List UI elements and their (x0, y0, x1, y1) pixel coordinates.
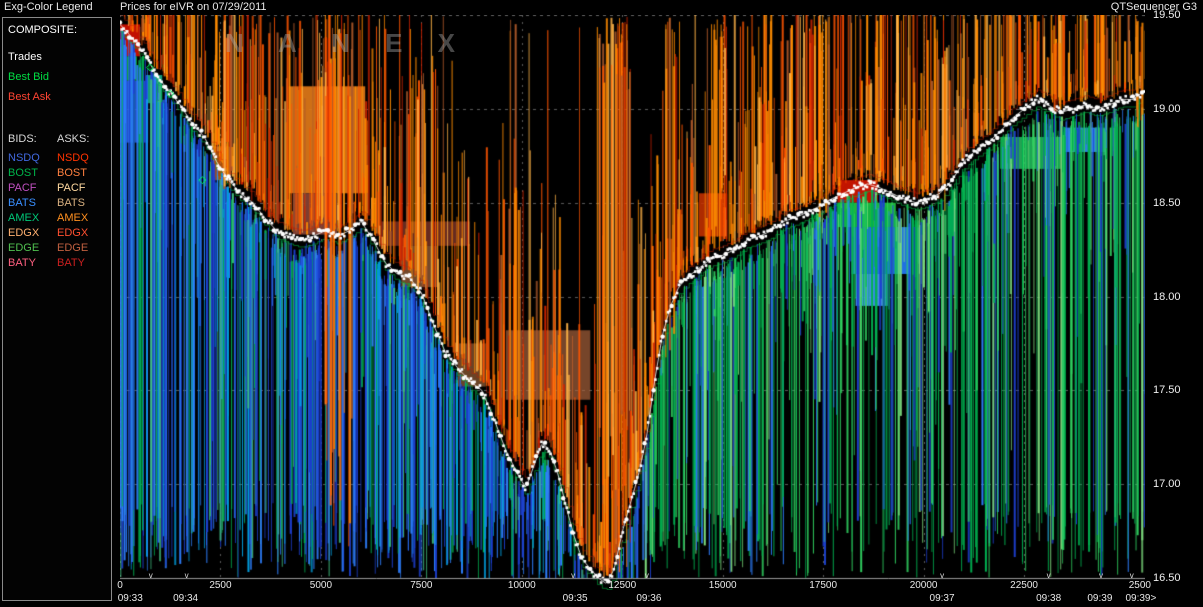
bid-exchange-label: EDGE (8, 242, 40, 254)
price-axis-label: 17.00 (1153, 478, 1181, 491)
ask-exchange-label: BATS (57, 197, 85, 209)
time-label: 09:36 (636, 593, 662, 604)
time-label: 09:34 (173, 593, 199, 604)
minute-marker-caret: v (940, 571, 945, 580)
time-label: 09:33 (117, 593, 143, 604)
minute-marker-caret: v (1098, 571, 1103, 580)
price-axis-label: 18.50 (1153, 196, 1181, 209)
time-label: 09:39 (1087, 593, 1113, 604)
tick-count-label: 0 (117, 580, 123, 591)
tick-count-label: 2500 (209, 580, 232, 591)
tick-count-label: 2500 (1128, 580, 1151, 591)
time-label: 09:38 (1036, 593, 1062, 604)
price-axis-label: 18.00 (1153, 290, 1181, 303)
exchange-row: PACF PACF (8, 181, 106, 196)
tick-count-label: 5000 (309, 580, 333, 591)
legend-window-title: Exg-Color Legend (4, 1, 93, 13)
ask-exchange-label: NSDQ (57, 152, 89, 164)
legend-item: Best Bid (8, 71, 49, 83)
bid-exchange-label: PACF (8, 182, 37, 194)
time-label: 09:39> (1125, 593, 1157, 604)
price-axis-label: 17.50 (1153, 384, 1181, 397)
price-axis-label: 16.50 (1153, 572, 1181, 584)
exchange-row: AMEX AMEX (8, 211, 106, 226)
exchange-row: EDGX EDGX (8, 226, 106, 241)
bid-exchange-label: BATY (8, 257, 36, 269)
ask-exchange-label: EDGE (57, 242, 89, 254)
tick-count-label: 20000 (909, 580, 938, 591)
time-label: 09:37 (929, 593, 955, 604)
tick-count-label: 12500 (608, 580, 637, 591)
exchange-row: NSDQ NSDQ (8, 151, 106, 166)
tick-count-label: 15000 (708, 580, 737, 591)
minute-marker-caret: v (1129, 571, 1134, 580)
bid-exchange-label: NSDQ (8, 152, 40, 164)
quote-chart-canvas[interactable] (120, 15, 1145, 590)
tick-count-label: 22500 (1010, 580, 1038, 591)
price-axis-label: 19.00 (1153, 102, 1181, 115)
chart-title: Prices for eIVR on 07/29/2011 (120, 1, 267, 13)
asks-header: ASKS: (57, 133, 90, 145)
minute-marker-caret: v (1046, 571, 1051, 580)
price-axis-label: 19.50 (1153, 9, 1181, 21)
title-bar: Exg-Color Legend Prices for eIVR on 07/2… (0, 0, 1203, 15)
exchange-row: BATS BATS (8, 196, 106, 211)
bid-exchange-label: EDGX (8, 227, 40, 239)
bid-exchange-label: AMEX (8, 212, 40, 224)
ask-exchange-label: BATY (57, 257, 85, 269)
bid-ask-headers: BIDS: ASKS: (8, 133, 106, 145)
minute-marker-caret: v (148, 571, 153, 580)
bid-exchange-label: BOST (8, 167, 38, 179)
ask-exchange-label: EDGX (57, 227, 89, 239)
tick-count-label: 10000 (507, 580, 536, 591)
exchange-row: BOST BOST (8, 166, 106, 181)
time-label: 09:35 (562, 593, 588, 604)
bid-exchange-label: BATS (8, 197, 36, 209)
ask-exchange-label: PACF (57, 182, 86, 194)
ask-exchange-label: AMEX (57, 212, 89, 224)
composite-legend-items: Trades Best Bid Best Ask (8, 50, 106, 105)
ask-exchange-label: BOST (57, 167, 87, 179)
exchange-color-legend-panel: COMPOSITE: Trades Best Bid Best Ask BIDS: … (2, 17, 112, 601)
app-title: QTSequencer G3 (1110, 1, 1197, 13)
minute-marker-caret: v (571, 571, 576, 580)
exchange-row: EDGE EDGE (8, 241, 106, 256)
exchange-row: BATY BATY (8, 256, 106, 271)
minute-marker-caret: v (644, 571, 649, 580)
minute-marker-caret: v (184, 571, 189, 580)
legend-item: Trades (8, 51, 42, 63)
exchange-rows: NSDQ NSDQ BOST BOST PACF PACF BATS BATS AMEX AMEX… (8, 151, 106, 271)
legend-item: Best Ask (8, 91, 51, 103)
composite-label: COMPOSITE: (8, 24, 78, 36)
tick-count-label: 17500 (809, 580, 838, 591)
bids-header: BIDS: (8, 133, 37, 145)
tick-count-label: 7500 (410, 580, 433, 591)
